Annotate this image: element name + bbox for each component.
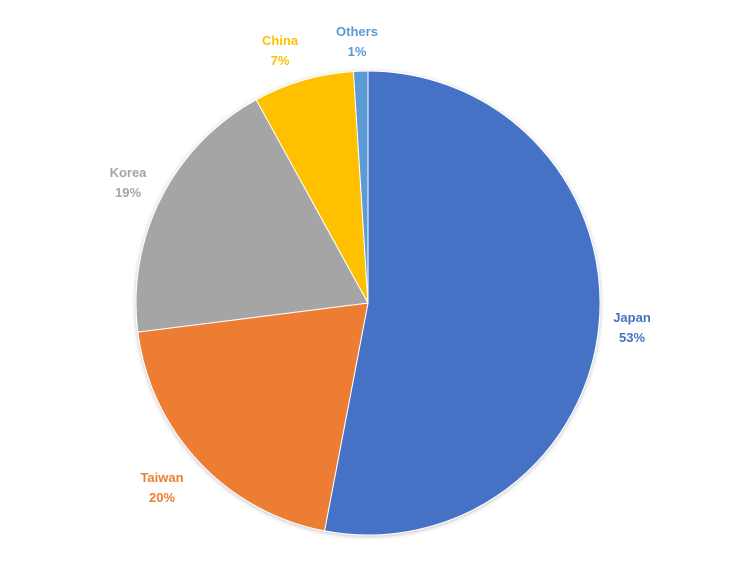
pie-slice-korea xyxy=(135,99,369,333)
data-label-percent: 7% xyxy=(271,53,290,68)
pie-slice-china xyxy=(255,70,369,304)
data-label-category: Korea xyxy=(110,165,148,180)
data-label-taiwan: Taiwan 20% xyxy=(140,470,183,505)
data-label-others: Others 1% xyxy=(336,24,378,59)
data-label-korea: Korea 19% xyxy=(110,165,148,200)
data-label-percent: 20% xyxy=(149,490,175,505)
data-label-japan: Japan 53% xyxy=(613,310,651,345)
data-label-category: Others xyxy=(336,24,378,39)
data-label-china: China 7% xyxy=(262,33,299,68)
pie-slice-taiwan xyxy=(137,302,369,532)
pie-slice-others xyxy=(352,70,369,304)
pie-slice-japan xyxy=(323,70,601,536)
data-label-percent: 1% xyxy=(348,44,367,59)
data-label-category: Japan xyxy=(613,310,651,325)
data-label-percent: 19% xyxy=(115,185,141,200)
data-label-category: China xyxy=(262,33,299,48)
data-label-percent: 53% xyxy=(619,330,645,345)
data-label-category: Taiwan xyxy=(140,470,183,485)
